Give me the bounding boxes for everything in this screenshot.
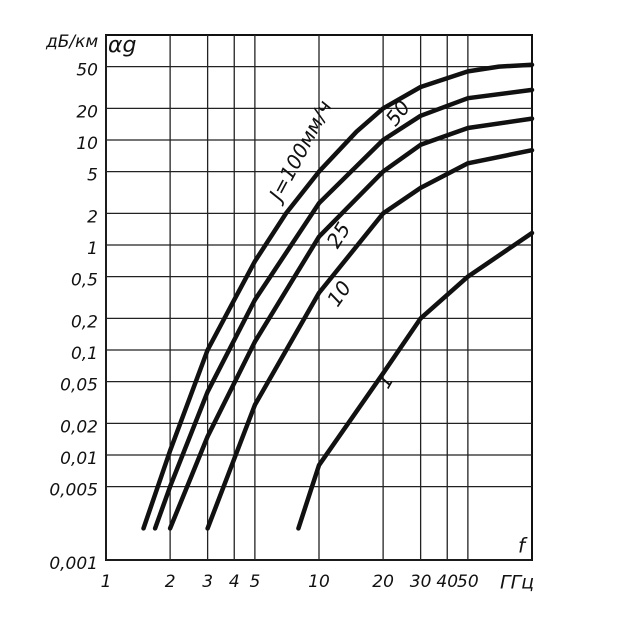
x-tick-label: 40 [436, 572, 458, 592]
curve [167, 116, 535, 531]
y-tick-label: 0,5 [71, 271, 98, 291]
curve [152, 87, 535, 531]
y-tick-label: 0,05 [60, 376, 98, 396]
curve [296, 230, 535, 531]
y-axis-label: дБ/км [45, 32, 98, 52]
y-tick-label: 0,005 [49, 481, 98, 501]
x-axis-label: f [518, 534, 528, 558]
x-tick-label: 1 [101, 572, 112, 592]
x-axis-unit: ГГц [500, 572, 534, 594]
y-tick-label: 0,2 [71, 312, 98, 332]
series-label: 25 [322, 218, 356, 252]
y-tick-label: 20 [76, 102, 98, 122]
x-tick-label: 20 [372, 572, 394, 592]
curve [205, 147, 535, 531]
y-tick-label: 0,01 [60, 449, 98, 469]
y-tick-label: 10 [76, 134, 98, 154]
y-tick-label: 2 [87, 207, 98, 227]
y-axis-symbol: αg [108, 33, 137, 58]
x-tick-label: 50 [457, 572, 479, 592]
y-tick-label: 0,1 [71, 344, 98, 364]
x-tick-label: 3 [202, 572, 213, 592]
x-tick-label: 5 [249, 572, 260, 592]
y-tick-label: 1 [87, 239, 98, 259]
y-tick-label: 50 [76, 61, 98, 81]
x-tick-label: 10 [308, 572, 330, 592]
y-tick-label: 0,02 [60, 417, 98, 437]
x-tick-label: 4 [229, 572, 240, 592]
curve [141, 62, 535, 531]
x-tick-label: 2 [165, 572, 176, 592]
y-tick-label: 5 [87, 166, 98, 186]
y-tick-label: 0,001 [49, 554, 98, 574]
x-tick-label: 30 [410, 572, 432, 592]
series-label: J=100мм/ч [262, 96, 337, 208]
